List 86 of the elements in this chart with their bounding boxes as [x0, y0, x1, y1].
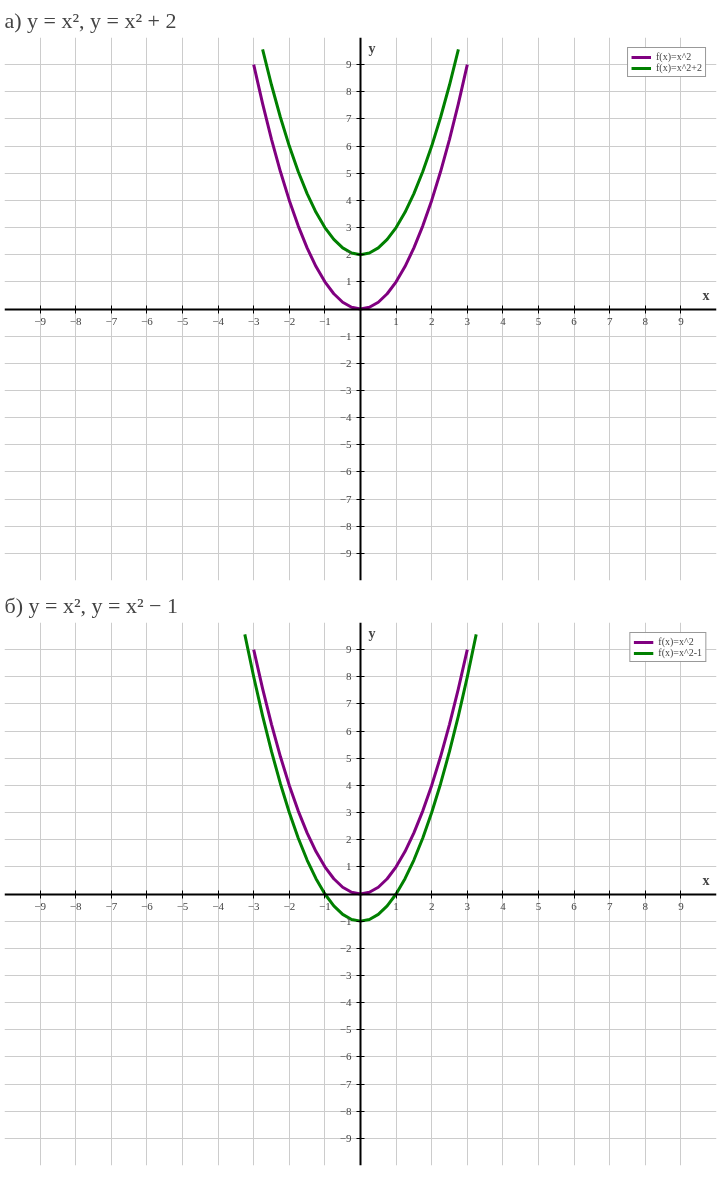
y-tick-label: −6: [339, 465, 352, 478]
y-tick-label: 2: [346, 833, 352, 846]
y-axis-title: y: [368, 625, 376, 641]
y-tick-label: 7: [346, 697, 352, 710]
x-tick-label: −5: [176, 315, 189, 327]
legend-label: f(x)=x^2-1: [658, 647, 702, 658]
line-series: [252, 648, 469, 896]
x-tick-label: 8: [642, 900, 649, 912]
legend-label: f(x)=x^2: [658, 636, 694, 647]
chart-title: б) y = x², y = x² − 1: [4, 592, 178, 618]
y-tick-label: 4: [346, 193, 352, 206]
x-tick-label: −9: [34, 900, 47, 912]
x-tick-label: 4: [500, 315, 507, 327]
legend-label: f(x)=x^2+2: [656, 62, 702, 73]
line-series: [252, 63, 469, 311]
x-tick-label: −6: [141, 900, 154, 912]
y-tick-label: 8: [346, 85, 352, 98]
x-tick-label: −3: [247, 315, 261, 327]
y-tick-label: 6: [346, 724, 352, 737]
y-tick-label: 5: [346, 751, 352, 764]
line-series: [243, 632, 478, 923]
y-tick-label: −7: [339, 1077, 352, 1090]
y-tick-label: −5: [339, 438, 352, 451]
x-tick-label: 6: [571, 315, 578, 327]
y-tick-label: −3: [339, 968, 352, 981]
x-tick-label: 1: [393, 900, 399, 912]
y-tick-label: −4: [339, 996, 352, 1009]
y-tick-label: −2: [339, 941, 352, 954]
y-tick-label: −3: [339, 383, 352, 396]
x-tick-label: −6: [141, 315, 154, 327]
y-tick-label: 1: [346, 275, 352, 288]
y-tick-label: −1: [339, 914, 352, 927]
x-tick-label: 5: [535, 315, 542, 327]
y-tick-label: −9: [339, 1131, 352, 1144]
y-tick-label: 5: [346, 166, 352, 179]
legend-label: f(x)=x^2: [656, 51, 692, 62]
x-tick-label: 2: [428, 315, 435, 327]
x-tick-label: 2: [428, 900, 435, 912]
x-tick-label: −8: [69, 900, 83, 912]
y-tick-label: 1: [346, 860, 352, 873]
y-tick-label: 7: [346, 112, 352, 125]
x-tick-label: 4: [500, 900, 507, 912]
x-tick-label: −3: [247, 900, 261, 912]
y-tick-label: −4: [339, 411, 352, 424]
x-tick-label: 9: [678, 315, 685, 327]
x-tick-label: −5: [176, 900, 189, 912]
x-tick-label: −1: [319, 900, 331, 912]
y-tick-label: 3: [346, 806, 352, 819]
y-axis-title: y: [368, 40, 376, 56]
x-tick-label: −7: [105, 900, 118, 912]
x-axis-title: x: [702, 873, 710, 888]
x-tick-label: 1: [393, 315, 399, 327]
x-tick-label: −2: [283, 315, 296, 327]
y-tick-label: −8: [339, 519, 352, 532]
x-tick-label: −1: [319, 315, 331, 327]
y-tick-label: −2: [339, 356, 352, 369]
x-tick-label: 3: [464, 900, 471, 912]
y-tick-label: −7: [339, 492, 352, 505]
x-tick-label: −9: [34, 315, 47, 327]
x-tick-label: −4: [212, 900, 225, 912]
x-tick-label: −4: [212, 315, 225, 327]
x-tick-label: −8: [69, 315, 83, 327]
y-tick-label: 2: [346, 248, 352, 261]
y-tick-label: −6: [339, 1050, 352, 1063]
x-tick-label: 9: [678, 900, 685, 912]
x-axis-title: x: [702, 288, 710, 303]
x-tick-label: −7: [105, 315, 118, 327]
y-tick-label: −9: [339, 546, 352, 559]
y-tick-label: 3: [346, 221, 352, 234]
y-tick-label: −8: [339, 1104, 352, 1117]
x-tick-label: −2: [283, 900, 296, 912]
x-tick-label: 6: [571, 900, 578, 912]
y-tick-label: 6: [346, 139, 352, 152]
x-tick-label: 8: [642, 315, 649, 327]
y-tick-label: 8: [346, 670, 352, 683]
x-tick-label: 7: [606, 900, 613, 912]
y-tick-label: 9: [346, 643, 352, 656]
x-tick-label: 7: [606, 315, 613, 327]
chart-title: а) y = x², y = x² + 2: [4, 7, 177, 33]
y-tick-label: −1: [339, 329, 352, 342]
line-series: [261, 47, 460, 257]
y-tick-label: 9: [346, 58, 352, 71]
y-tick-label: −5: [339, 1023, 352, 1036]
x-tick-label: 5: [535, 900, 542, 912]
y-tick-label: 4: [346, 778, 352, 791]
x-tick-label: 3: [464, 315, 471, 327]
